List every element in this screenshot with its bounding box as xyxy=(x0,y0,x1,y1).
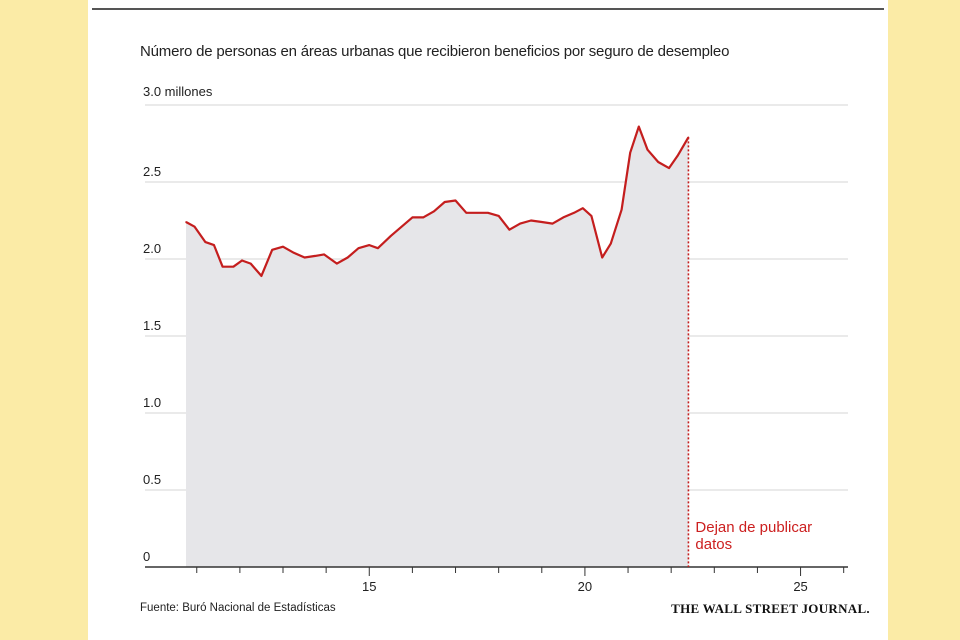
y-tick-label: 2.5 xyxy=(143,164,161,179)
y-tick-label: 0 xyxy=(143,549,150,564)
tick-labels: 0 0.5 1.0 1.5 2.0 2.5 3.0 millones 15 20 25 xyxy=(143,84,808,594)
data-point xyxy=(323,253,325,256)
data-point xyxy=(271,249,274,251)
data-point xyxy=(487,212,489,214)
data-point xyxy=(530,219,532,222)
data-point xyxy=(601,256,603,259)
data-point xyxy=(303,256,306,259)
data-point xyxy=(411,216,414,219)
x-axis xyxy=(145,566,848,576)
y-unit-label: 3.0 millones xyxy=(143,84,213,99)
data-point xyxy=(232,265,235,268)
top-rule xyxy=(92,8,884,10)
data-point xyxy=(249,262,252,265)
y-tick-label: 1.0 xyxy=(143,395,161,410)
area-layer xyxy=(185,125,690,567)
data-point xyxy=(497,215,500,217)
data-point xyxy=(282,245,284,248)
data-point xyxy=(519,222,521,225)
data-point xyxy=(346,256,349,259)
source-note: Fuente: Buró Nacional de Estadísticas xyxy=(140,602,336,614)
data-point xyxy=(638,125,640,128)
x-tick-label: 25 xyxy=(793,579,807,594)
data-point xyxy=(221,265,224,268)
data-point xyxy=(293,252,295,254)
data-point xyxy=(590,215,593,217)
data-point xyxy=(676,155,679,157)
series-line xyxy=(185,125,690,277)
data-point xyxy=(390,235,392,237)
y-tick-label: 0.5 xyxy=(143,472,161,487)
data-point xyxy=(368,244,371,246)
data-point xyxy=(357,247,360,249)
data-point xyxy=(668,167,670,169)
y-tick-label: 2.0 xyxy=(143,241,161,256)
data-point xyxy=(465,212,468,214)
data-point xyxy=(551,222,554,225)
data-point xyxy=(610,242,612,245)
data-point xyxy=(657,161,659,163)
series-area xyxy=(186,126,689,567)
data-point xyxy=(582,207,584,209)
data-point xyxy=(454,199,457,202)
data-point xyxy=(400,225,403,228)
data-point xyxy=(377,247,379,249)
y-tick-label: 1.5 xyxy=(143,318,161,333)
data-point xyxy=(204,241,207,243)
data-point xyxy=(562,216,565,219)
data-point xyxy=(646,148,649,151)
x-tick-label: 20 xyxy=(578,579,592,594)
annotation-text: datos xyxy=(695,536,732,553)
data-point xyxy=(443,201,446,203)
x-tick-label: 15 xyxy=(362,579,376,594)
data-point xyxy=(573,212,575,214)
data-point xyxy=(508,228,511,231)
data-point xyxy=(185,221,187,223)
data-point xyxy=(476,212,478,214)
data-point xyxy=(629,151,631,154)
data-point xyxy=(213,244,215,246)
chart-title: Número de personas en áreas urbanas que … xyxy=(140,43,730,60)
data-point xyxy=(260,275,263,277)
data-point xyxy=(433,210,435,213)
data-point xyxy=(336,262,338,265)
publisher-logo: THE WALL STREET JOURNAL. xyxy=(671,601,870,616)
data-point xyxy=(193,225,196,228)
data-point xyxy=(620,208,623,211)
data-point xyxy=(314,255,317,257)
annotation-text: Dejan de publicar xyxy=(695,519,812,536)
data-point xyxy=(241,259,243,262)
data-point xyxy=(541,221,543,223)
data-point xyxy=(422,216,425,219)
